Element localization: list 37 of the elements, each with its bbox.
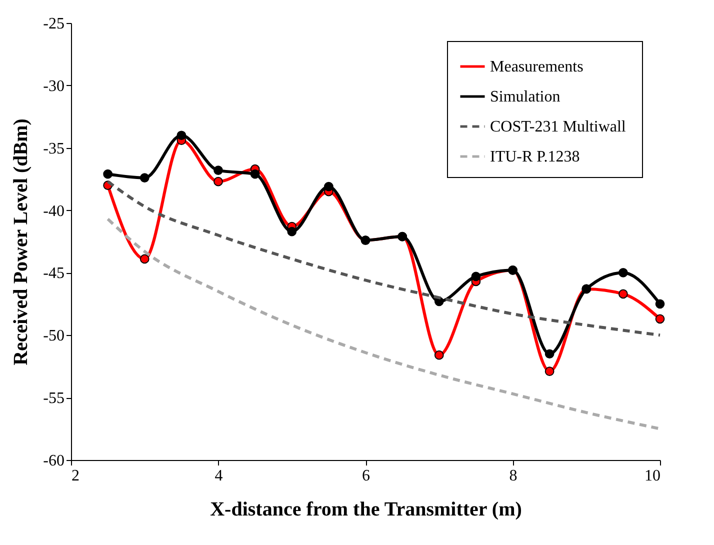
- point: [544, 366, 554, 376]
- y-tick-label: -35: [43, 140, 64, 158]
- x-tick-label: 4: [214, 468, 223, 484]
- point: [618, 289, 628, 299]
- y-tick-label: -45: [43, 265, 64, 282]
- point: [471, 272, 481, 282]
- x-tick-label: 2: [72, 468, 80, 484]
- point: [250, 169, 260, 179]
- y-tick-label: -55: [43, 390, 64, 408]
- y-axis-title: Received Power Level (dBm): [10, 118, 32, 366]
- point: [655, 314, 665, 324]
- point: [214, 166, 223, 176]
- point: [140, 254, 150, 264]
- legend-label: Simulation: [490, 88, 560, 106]
- point: [140, 173, 150, 182]
- x-axis-title: X-distance from the Transmitter (m): [210, 498, 522, 520]
- y-tick-label: -50: [43, 328, 64, 345]
- legend-label: Measurements: [490, 58, 584, 76]
- point: [176, 130, 186, 140]
- y-tick-label: -30: [43, 78, 64, 95]
- point: [103, 169, 112, 179]
- legend-label: COST-231 Multiwall: [490, 118, 626, 136]
- legend-label: ITU-R P.1238: [490, 148, 580, 166]
- y-tick-label: -25: [43, 16, 64, 32]
- line-series: [106, 218, 662, 430]
- x-tick-label: 8: [509, 468, 518, 484]
- point: [324, 182, 334, 192]
- point: [544, 349, 554, 359]
- point: [287, 226, 297, 236]
- y-tick-label: -40: [43, 202, 64, 220]
- point: [434, 350, 444, 360]
- y-tick-label: -60: [43, 452, 64, 470]
- x-tick-label: 6: [362, 468, 370, 484]
- point: [655, 299, 665, 309]
- x-tick-label: 10: [644, 468, 660, 484]
- point: [618, 268, 628, 278]
- point: [214, 176, 223, 186]
